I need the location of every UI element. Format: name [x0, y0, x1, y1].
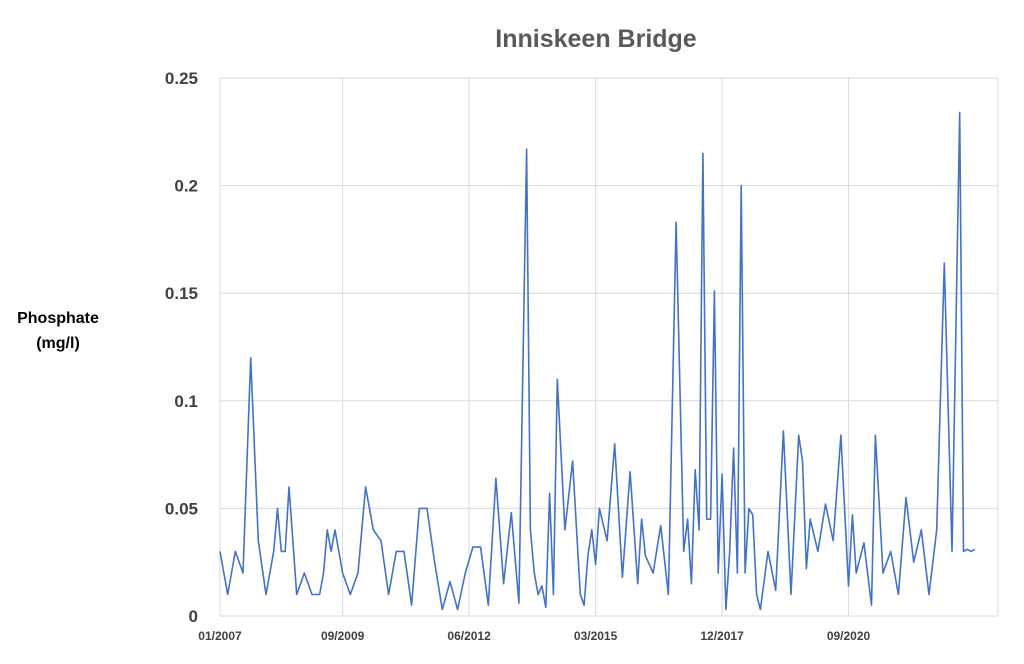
x-tick-label: 01/2007 — [198, 629, 242, 643]
y-tick-label: 0.25 — [165, 69, 198, 88]
x-tick-label: 09/2009 — [321, 629, 365, 643]
gridlines — [219, 77, 999, 617]
chart-title: Inniskeen Bridge — [495, 25, 697, 53]
y-tick-label: 0.15 — [165, 284, 198, 303]
x-tick-label: 03/2015 — [574, 629, 618, 643]
y-axis-label-line-1: Phosphate — [17, 310, 99, 327]
phosphate-series-line — [219, 111, 976, 611]
y-tick-label: 0 — [189, 607, 198, 626]
x-tick-label: 06/2012 — [447, 629, 491, 643]
x-tick-label: 09/2020 — [827, 629, 871, 643]
y-tick-label: 0.05 — [165, 499, 198, 518]
x-tick-label: 12/2017 — [700, 629, 744, 643]
y-axis-label-line-2: (mg/l) — [36, 335, 80, 352]
y-tick-label: 0.1 — [174, 392, 198, 411]
x-axis-ticks: 01/2007 09/2009 06/2012 03/2015 12/2017 09/20… — [198, 629, 870, 643]
y-tick-label: 0.2 — [174, 177, 198, 196]
y-axis-ticks: 0 0.05 0.1 0.15 0.2 0.25 — [165, 69, 198, 626]
